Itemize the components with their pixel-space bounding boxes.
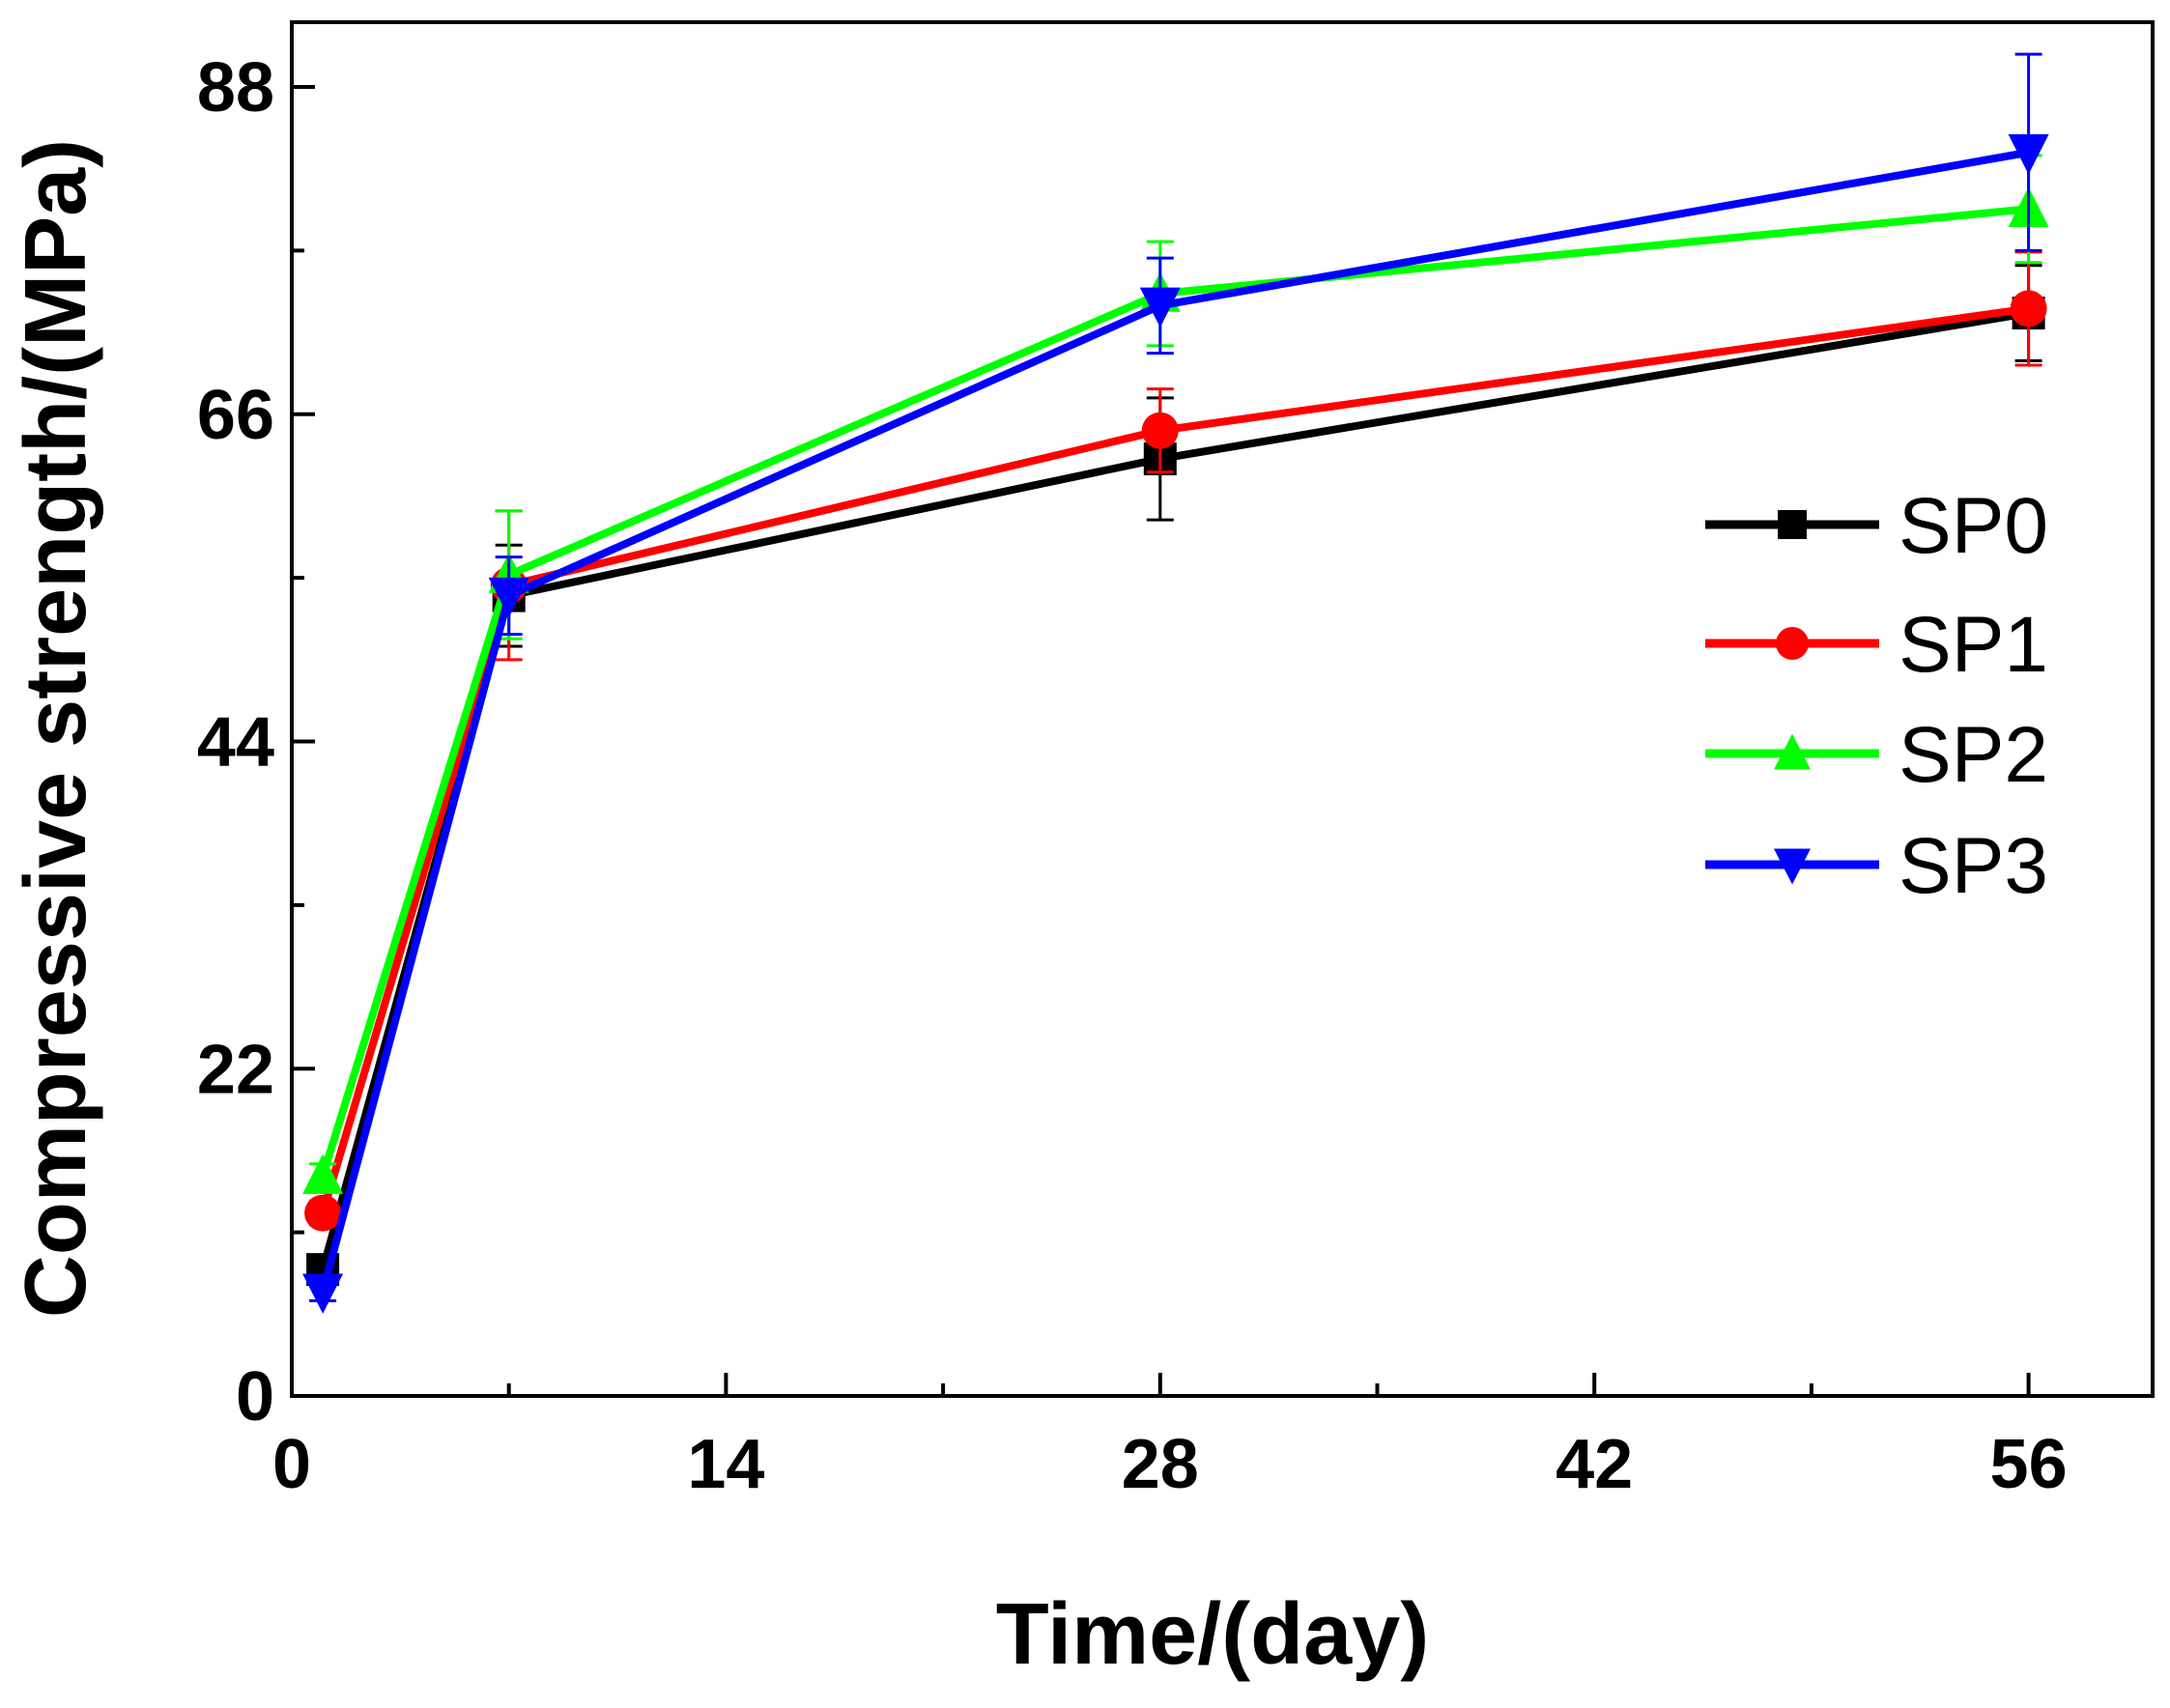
legend-label-sp3: SP3 xyxy=(1899,822,2048,910)
y-tick-label: 44 xyxy=(197,704,274,782)
x-axis-title: Time/(day) xyxy=(996,1586,1429,1683)
legend-label-sp2: SP2 xyxy=(1899,711,2048,799)
data-point-sp1 xyxy=(2010,290,2047,327)
legend-marker-sp3 xyxy=(1774,848,1811,885)
data-point-sp3 xyxy=(302,1273,344,1314)
series-sp1 xyxy=(304,250,2047,1232)
data-point-sp2 xyxy=(302,1153,344,1194)
series-line-sp3 xyxy=(319,148,2030,1294)
legend-marker-sp1 xyxy=(1776,627,1809,660)
y-tick-label: 66 xyxy=(197,377,274,454)
series-line-sp1 xyxy=(319,304,2030,1214)
data-point-sp3 xyxy=(488,577,529,618)
series-line-sp2 xyxy=(319,205,2029,1178)
series-layer xyxy=(302,52,2049,1314)
x-tick-label: 14 xyxy=(687,1426,764,1503)
legend-label-sp1: SP1 xyxy=(1899,601,2048,689)
legend: SP0 SP1 SP2 SP3 xyxy=(1705,482,2048,910)
plot-frame xyxy=(290,20,2155,1398)
legend-marker-sp2 xyxy=(1774,733,1811,770)
legend-label-sp0: SP0 xyxy=(1899,482,2048,570)
data-point-sp1 xyxy=(304,1194,342,1232)
y-tick-label: 88 xyxy=(197,49,274,127)
legend-marker-sp0 xyxy=(1778,510,1807,539)
y-tick-label: 22 xyxy=(197,1031,274,1108)
x-tick-label: 56 xyxy=(1990,1426,2068,1503)
x-tick-label: 0 xyxy=(272,1426,311,1503)
data-point-sp1 xyxy=(1141,412,1179,449)
axes: 0 14 28 42 56 0 22 44 66 88 xyxy=(197,20,2155,1503)
data-point-sp3 xyxy=(1139,287,1181,328)
series-sp3 xyxy=(302,52,2049,1314)
data-point-sp3 xyxy=(2008,134,2049,175)
y-tick-label: 0 xyxy=(236,1358,274,1436)
x-tick-label: 42 xyxy=(1556,1426,1633,1503)
y-axis-title: Compressive strength/(MPa) xyxy=(8,139,104,1318)
x-tick-label: 28 xyxy=(1122,1426,1199,1503)
